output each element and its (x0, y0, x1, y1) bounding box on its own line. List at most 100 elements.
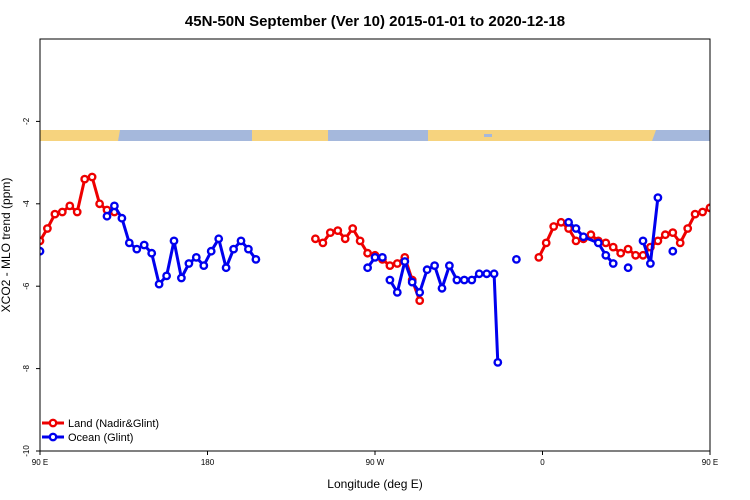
data-point (65, 201, 75, 211)
data-point (377, 252, 387, 262)
data-point (400, 257, 410, 266)
x-axis-label: Longitude (deg E) (327, 477, 422, 491)
data-point (564, 217, 573, 227)
series-land (40, 172, 710, 305)
y-axis-label: XCO2 - MLO trend (ppm) (0, 178, 13, 313)
data-point (363, 263, 372, 273)
y-tick-label: -4 (22, 200, 31, 208)
data-point (690, 209, 700, 219)
data-point (608, 259, 618, 268)
data-point (221, 263, 231, 273)
data-point (184, 259, 194, 268)
data-point (43, 224, 52, 233)
strip-land-europe-asia (40, 130, 114, 141)
data-point (95, 199, 105, 209)
data-point (40, 246, 45, 256)
strip-water-1 (330, 134, 338, 138)
data-point (214, 234, 224, 244)
data-point (206, 246, 216, 256)
data-point (191, 252, 201, 262)
data-point (251, 254, 261, 264)
data-point (608, 242, 618, 252)
data-point (556, 217, 566, 227)
data-point (236, 236, 246, 246)
data-point (370, 252, 380, 262)
strip-ocean (40, 130, 710, 141)
data-point (422, 265, 432, 275)
data-point (407, 277, 417, 287)
data-point (444, 261, 454, 270)
data-point (623, 244, 633, 254)
legend-marker (48, 418, 58, 428)
series-ocean (40, 193, 678, 367)
data-point (102, 211, 112, 221)
data-point (534, 252, 544, 262)
x-tick-label: 180 (201, 458, 215, 467)
data-point (467, 275, 477, 285)
data-point (675, 238, 685, 248)
strip-water-3 (484, 134, 492, 137)
data-point (459, 275, 469, 285)
data-point (638, 250, 648, 260)
strip-land-pacific-edge (114, 130, 120, 141)
data-point (474, 269, 484, 279)
data-point (310, 234, 320, 244)
data-point (653, 236, 663, 246)
data-point (601, 250, 611, 260)
data-point (154, 279, 164, 289)
legend-label: Land (Nadir&Glint) (68, 418, 159, 430)
data-point (80, 174, 90, 184)
data-point (660, 230, 670, 240)
data-point (579, 232, 588, 242)
data-point (482, 269, 492, 279)
data-point (139, 240, 149, 250)
data-point (638, 236, 648, 246)
data-point (430, 261, 439, 270)
data-point (243, 244, 253, 254)
y-tick-label: -10 (22, 445, 31, 457)
legend-label: Ocean (Glint) (68, 432, 133, 444)
data-point (437, 283, 447, 293)
data-point (176, 273, 186, 283)
data-point (631, 250, 640, 260)
data-point (40, 236, 45, 246)
strip-water-2 (350, 133, 360, 137)
data-point (586, 230, 596, 240)
legend-marker (48, 432, 58, 442)
x-tick-label: 90 W (366, 458, 385, 467)
data-point (199, 261, 209, 270)
data-point (616, 248, 626, 258)
legend: Land (Nadir&Glint) Ocean (Glint) (42, 418, 159, 444)
data-point (333, 226, 343, 236)
strip-land-north-america (252, 130, 328, 141)
data-point (318, 238, 328, 248)
data-point (698, 207, 707, 217)
data-point (348, 224, 358, 233)
data-point (571, 236, 581, 246)
data-point (493, 357, 503, 367)
y-axis: -2 -4 -6 -8 -10 (22, 117, 40, 457)
data-point (162, 271, 172, 281)
data-point (646, 259, 655, 268)
data-point (683, 224, 693, 233)
data-point (229, 244, 239, 254)
land-ocean-strip (40, 130, 710, 141)
data-point (50, 209, 60, 219)
strip-land-asia-edge (650, 130, 656, 141)
data-point (87, 172, 97, 182)
data-point (392, 259, 402, 268)
x-axis: 90 E 180 90 W 0 90 E (32, 451, 718, 467)
data-point (169, 236, 179, 246)
data-point (653, 193, 663, 203)
data-point (623, 263, 633, 273)
data-point (489, 269, 499, 279)
data-point (385, 261, 395, 270)
data-point (385, 275, 395, 285)
data-point (601, 238, 611, 248)
data-point (72, 207, 82, 217)
data-point (541, 238, 551, 248)
data-point (668, 228, 678, 238)
x-tick-label: 90 E (702, 458, 718, 467)
data-point (668, 246, 678, 256)
